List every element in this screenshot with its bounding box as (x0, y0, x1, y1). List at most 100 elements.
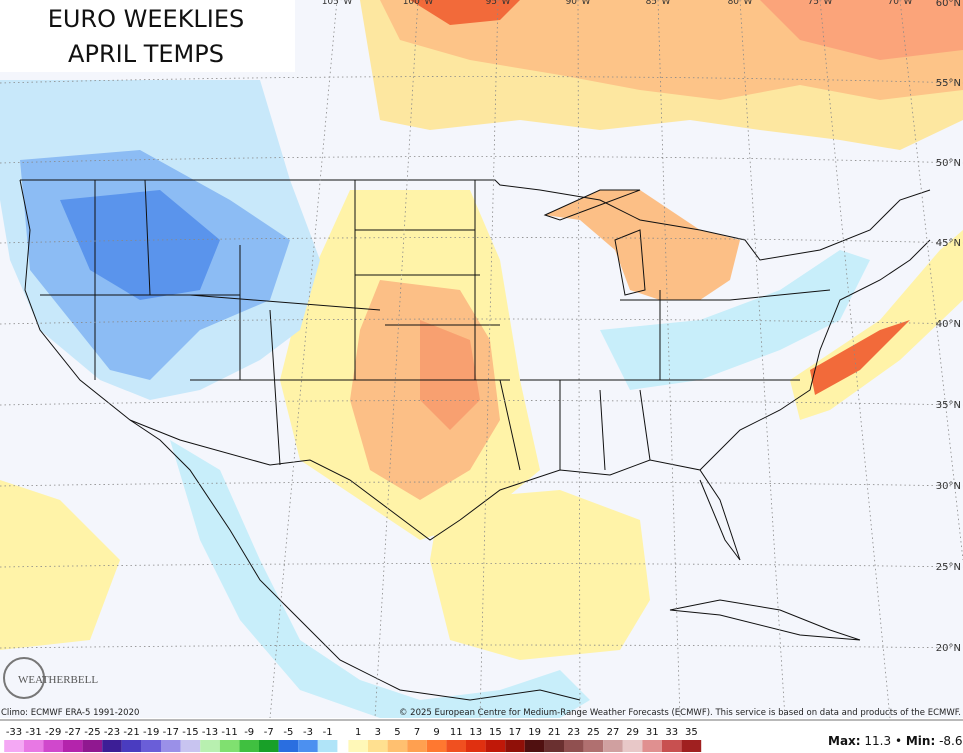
colorbar-label: 1 (355, 727, 361, 738)
colorbar-label: 25 (587, 727, 600, 738)
colorbar-label: -1 (323, 727, 333, 738)
logo-text: WEATHERBELL (18, 674, 98, 686)
hot-area (810, 320, 910, 395)
colorbar-swatch (102, 740, 122, 752)
longitude-label: 100°W (403, 0, 434, 7)
colorbar-swatch (662, 740, 682, 752)
warm-area (430, 490, 650, 660)
us-canada-border (20, 179, 931, 261)
colorbar-label: -19 (143, 727, 159, 738)
colorbar-swatch (278, 740, 299, 752)
colorbar-label: -25 (84, 727, 100, 738)
latitude-label: 55°N (936, 78, 961, 89)
colorbar-label: -9 (244, 727, 254, 738)
colorbar-swatch (642, 740, 662, 752)
latitude-label: 20°N (936, 643, 961, 654)
colorbar-label: -5 (283, 727, 293, 738)
colorbar-label: -15 (182, 727, 198, 738)
lake-superior (543, 189, 641, 221)
west-coast (19, 179, 581, 701)
colorbar-swatch (426, 740, 447, 752)
colorbar: -33 -31 -29 -27 -25 -23 -21 -19 -17 -15 -13 -11 -9 -7… (4, 727, 702, 752)
state-lines (40, 179, 831, 471)
colorbar-swatch (298, 740, 318, 752)
map: 105°W 100°W 95°W 90°W 85°W 80°W 75°W 70°W 60°N 5… (0, 0, 963, 719)
latitude-label: 60°N (936, 0, 961, 9)
colorbar-swatch (180, 740, 201, 752)
colorbar-swatch (43, 740, 63, 752)
longitude-labels: 105°W 100°W 95°W 90°W 85°W 80°W 75°W 70°W (322, 0, 913, 7)
graticule (0, 0, 963, 719)
colorbar-label: -31 (25, 727, 41, 738)
colorbar-label: 35 (685, 727, 698, 738)
latitude-labels: 60°N 55°N 50°N 45°N 40°N 35°N 30°N 25°N 20°N (936, 0, 961, 654)
colorbar-swatch (524, 740, 545, 752)
colorbar-swatch (466, 740, 486, 752)
colorbar-swatch (564, 740, 584, 752)
lake-michigan (614, 229, 646, 296)
colorbar-swatch (622, 740, 643, 752)
colorbar-label: 7 (414, 727, 420, 738)
longitude-label: 105°W (322, 0, 353, 7)
colorbar-swatch (446, 740, 466, 752)
logo-mark (3, 657, 45, 699)
colorbar-swatch (239, 740, 259, 752)
title-line: APRIL TEMPS (68, 40, 224, 68)
warm-area (545, 190, 740, 300)
colorbar-swatch (348, 740, 368, 752)
title-line: EURO WEEKLIES (48, 5, 245, 33)
colorbar-label: 19 (528, 727, 541, 738)
colorbar-label: 21 (548, 727, 561, 738)
longitude-label: 80°W (728, 0, 753, 7)
colorbar-label: 27 (607, 727, 620, 738)
colorbar-swatch (141, 740, 161, 752)
max-min: Max: 11.3 • Min: -8.6 (828, 734, 963, 748)
colorbar-swatch (583, 740, 604, 752)
colorbar-label: 17 (509, 727, 522, 738)
longitude-label: 75°W (808, 0, 833, 7)
colorbar-label: -11 (221, 727, 237, 738)
warm-area (0, 480, 120, 650)
latitude-label: 35°N (936, 400, 961, 411)
colorbar-label: 3 (375, 727, 381, 738)
colorbar-label: -27 (65, 727, 81, 738)
max-label: Max: (828, 734, 861, 748)
warm-area (420, 320, 480, 430)
colorbar-swatch (121, 740, 142, 752)
colorbar-swatch (368, 740, 388, 752)
min-label: Min: (906, 734, 935, 748)
copyright-note: © 2025 European Centre for Medium-Range … (399, 708, 961, 718)
separator: • (895, 734, 902, 748)
gulf-coast (459, 459, 741, 561)
colorbar-swatch (63, 740, 83, 752)
colorbar-swatch (259, 740, 279, 752)
colorbar-label: 13 (469, 727, 482, 738)
colorbar-swatch (387, 740, 408, 752)
colorbar-swatch (219, 740, 240, 752)
latitude-label: 30°N (936, 481, 961, 492)
longitude-label: 95°W (486, 0, 511, 7)
colorbar-swatch (407, 740, 427, 752)
colorbar-label: 31 (646, 727, 659, 738)
colorbar-label: 9 (433, 727, 439, 738)
east-coast (699, 239, 931, 471)
colorbar-label: -7 (264, 727, 274, 738)
colorbar-label: -3 (303, 727, 313, 738)
colorbar-swatch (161, 740, 181, 752)
colorbar-swatch (485, 740, 506, 752)
max-value: 11.3 (864, 734, 891, 748)
colorbar-swatch (23, 740, 44, 752)
colorbar-swatch (505, 740, 525, 752)
colorbar-label: 33 (665, 727, 678, 738)
us-mexico-border (129, 419, 461, 541)
hot-area (410, 0, 520, 25)
cold-area (170, 440, 590, 718)
colorbar-swatch (544, 740, 564, 752)
warm-area (760, 0, 963, 60)
colorbar-label: 29 (626, 727, 639, 738)
colorbar-label: -33 (6, 727, 22, 738)
latitude-label: 50°N (936, 158, 961, 169)
longitude-label: 90°W (566, 0, 591, 7)
colorbar-label: 11 (450, 727, 463, 738)
colorbar-label: -17 (163, 727, 179, 738)
